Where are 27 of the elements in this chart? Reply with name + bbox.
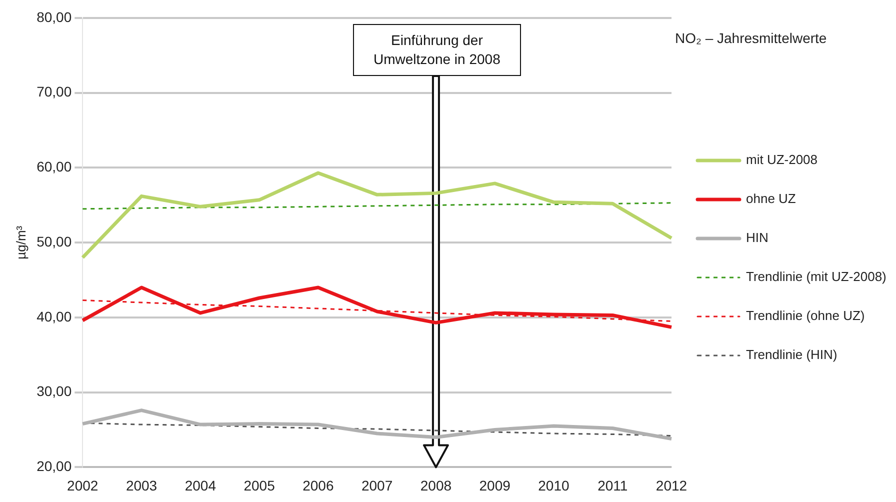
y-tick-label: 80,00 <box>36 8 72 25</box>
legend-label: mit UZ-2008 <box>746 152 818 168</box>
x-tick-label: 2003 <box>126 477 158 494</box>
x-tick-label: 2004 <box>184 477 216 494</box>
x-tick-label: 2009 <box>479 477 511 494</box>
legend-label: ohne UZ <box>746 191 796 206</box>
x-tick-label: 2008 <box>420 477 452 494</box>
y-tick-label: 60,00 <box>36 158 72 175</box>
y-tick-label: 70,00 <box>36 84 72 100</box>
ref-line-label: Einführung der Umweltzone in 2008 <box>352 24 521 76</box>
legend-label: Trendlinie (mit UZ-2008) <box>746 269 886 284</box>
text: NO₂ – Jahresmittelwerte <box>675 30 827 46</box>
legend-label: Trendlinie (HIN) <box>746 347 838 362</box>
x-tick-label: 2012 <box>656 477 688 494</box>
x-tick-label: 2010 <box>538 477 570 494</box>
x-tick-label: 2007 <box>361 477 393 494</box>
y-tick-label: 20,00 <box>36 458 72 474</box>
y-tick-label: 30,00 <box>36 383 72 400</box>
y-tick-label: 40,00 <box>36 308 72 324</box>
x-tick-label: 2005 <box>244 477 276 494</box>
legend-label: Trendlinie (ohne UZ) <box>746 308 865 324</box>
x-tick-label: 2011 <box>598 477 628 494</box>
x-tick-label: 2002 <box>67 477 98 494</box>
legend-label: HIN <box>746 230 768 246</box>
y-tick-label: 50,00 <box>36 233 72 250</box>
x-tick-label: 2006 <box>302 477 334 494</box>
y-axis-title: µg/m³ <box>13 225 28 260</box>
